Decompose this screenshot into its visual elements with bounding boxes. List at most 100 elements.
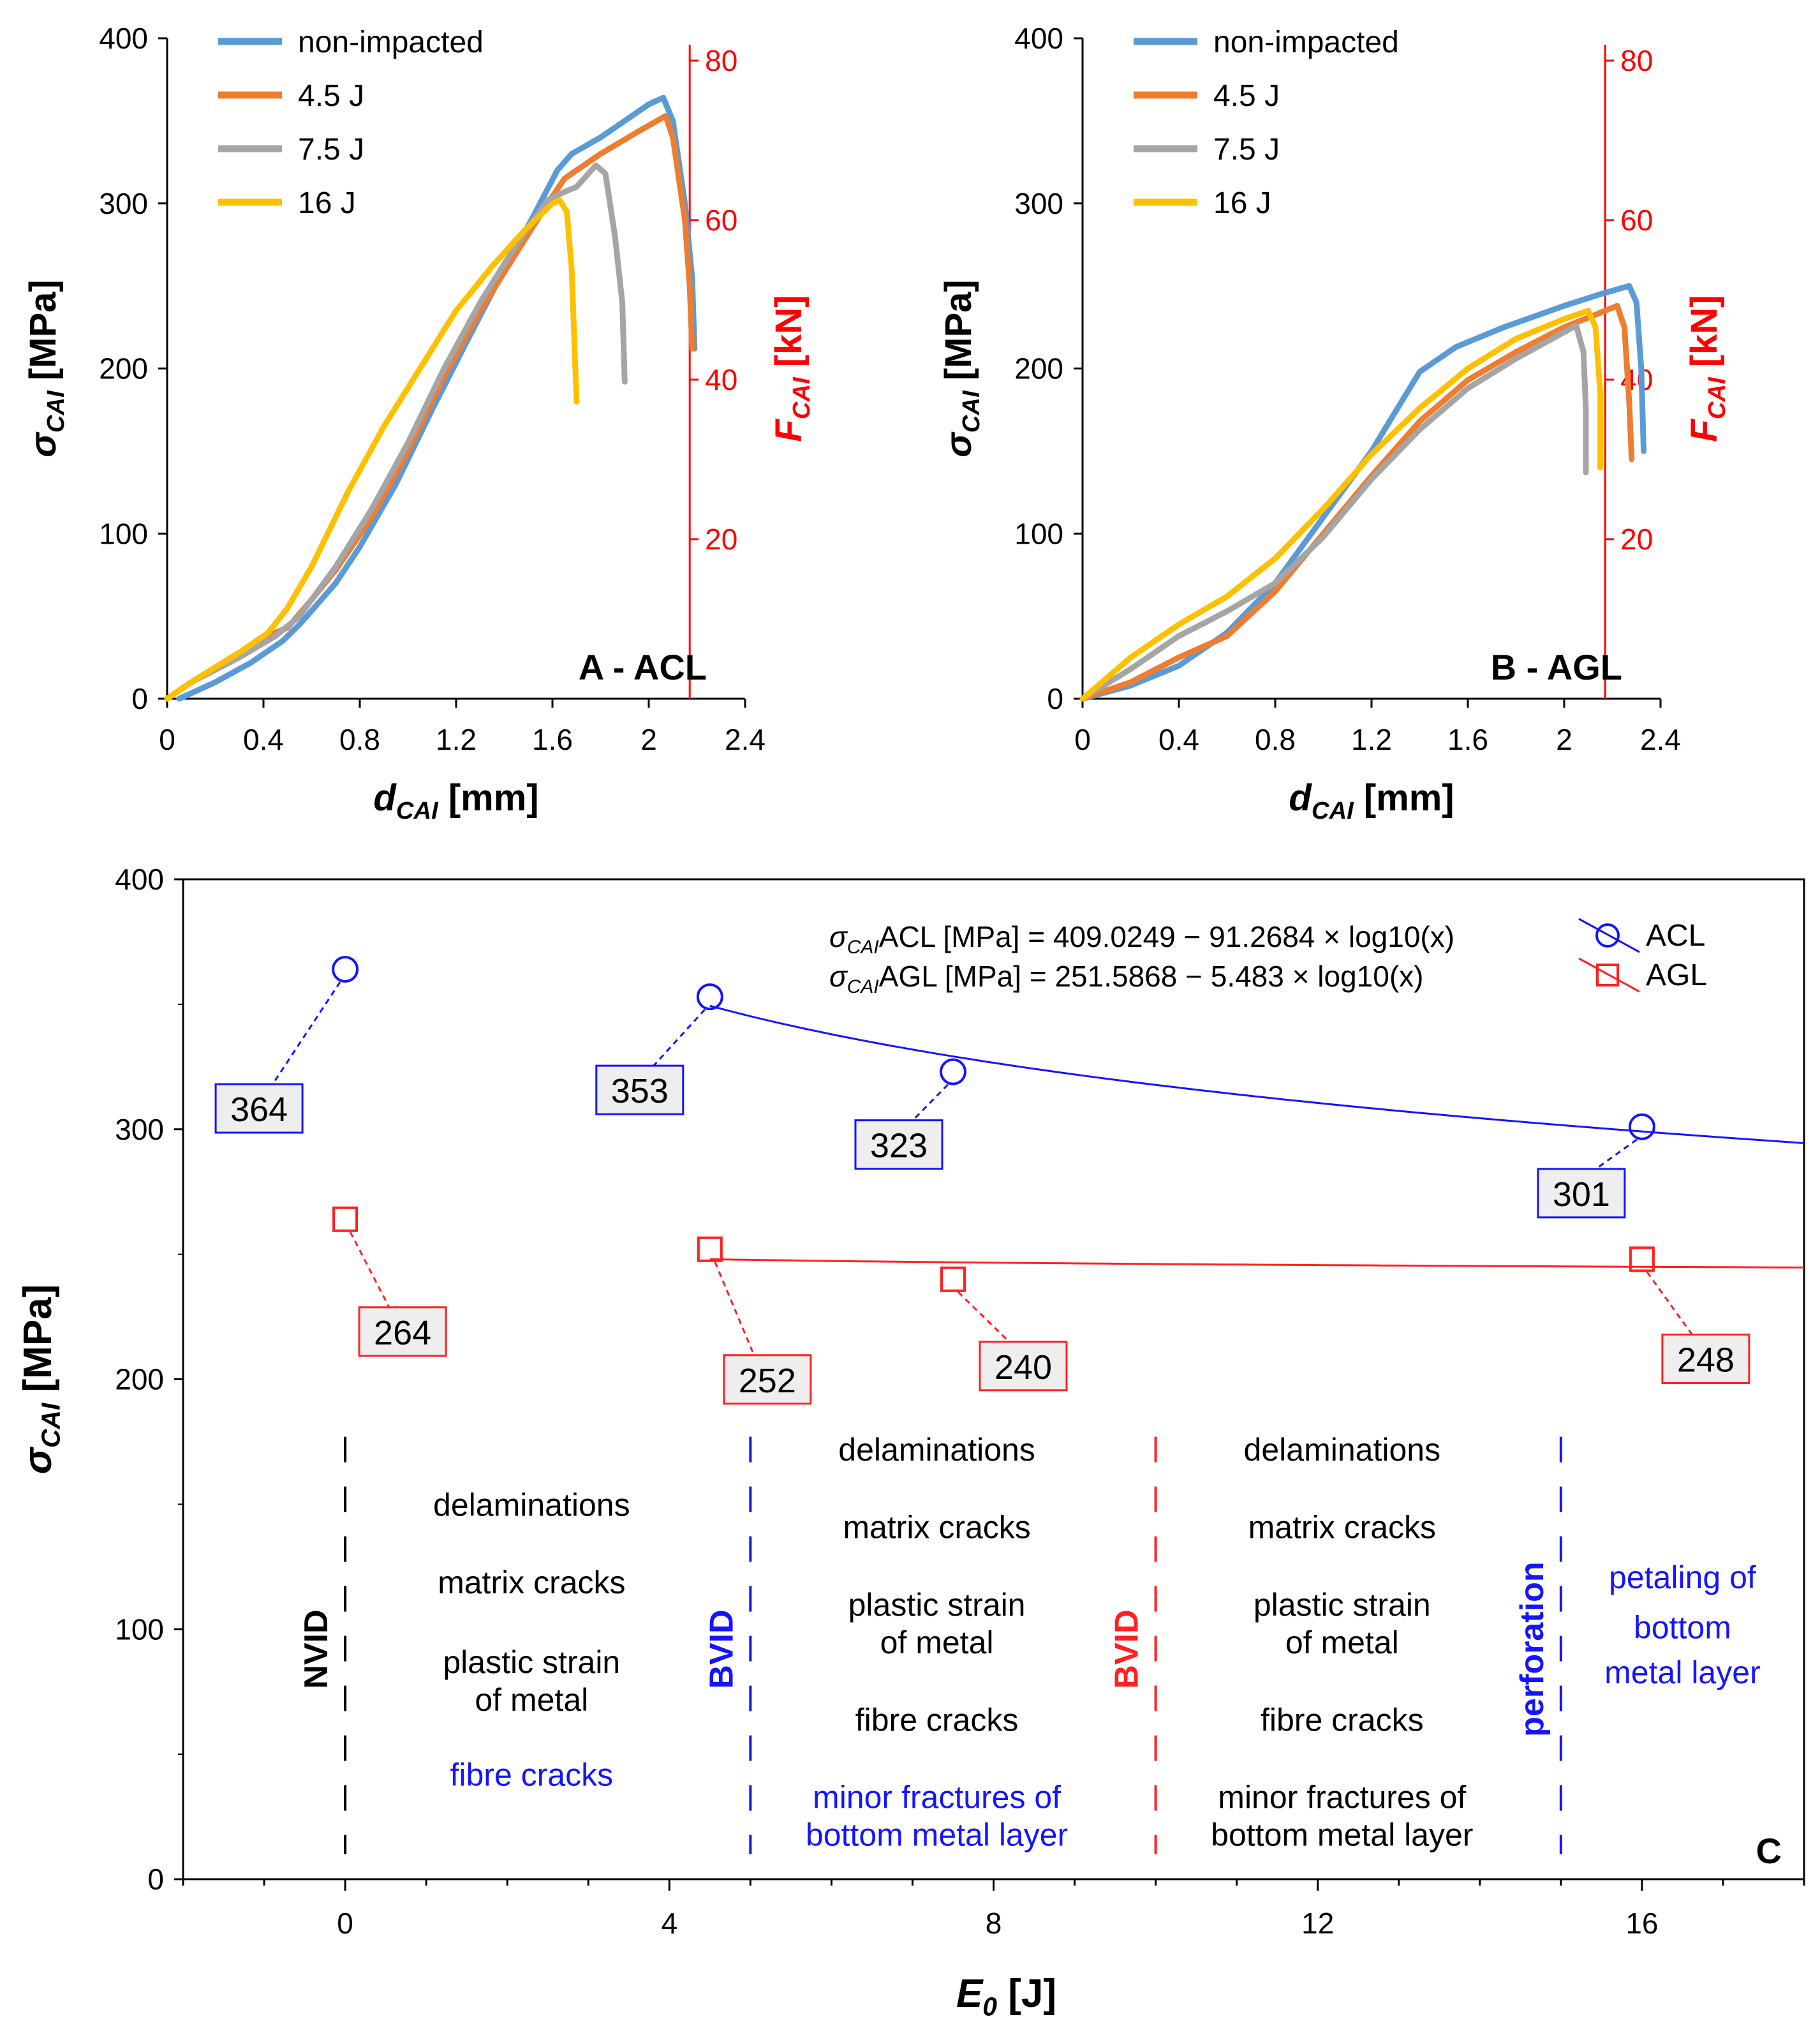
x-tick-label: 0 xyxy=(159,723,175,756)
eq-symbol: σ xyxy=(829,960,848,993)
x-tick-label: 0 xyxy=(1074,723,1091,756)
agl-point xyxy=(332,1206,359,1232)
x-tick-label: 2.4 xyxy=(1640,723,1681,756)
zone-text: of metal xyxy=(880,1625,994,1660)
eq-text: AGL [MPa] = 251.5868 − 5.483 × log10(x) xyxy=(879,960,1424,993)
label-leader xyxy=(714,1262,756,1357)
zone-text: petaling of xyxy=(1609,1560,1756,1595)
eq-subscript: CAI xyxy=(847,976,879,997)
threshold-label: BVID xyxy=(703,1609,740,1688)
y-tick-label: 200 xyxy=(115,1363,164,1396)
x-tick-label: 12 xyxy=(1301,1907,1334,1940)
agl-point xyxy=(697,1236,723,1262)
y-tick-label: 200 xyxy=(1014,352,1063,385)
legend-acl-line xyxy=(1578,918,1640,953)
x-axis-title-unit: [mm] xyxy=(1354,777,1454,819)
zone-text: delaminations xyxy=(838,1432,1035,1468)
panel-label: B - AGL xyxy=(1491,647,1622,687)
panel-label: C xyxy=(1756,1831,1782,1871)
y2-axis-title: FCAI [kN] xyxy=(1683,295,1731,442)
legend-label: 7.5 J xyxy=(298,133,364,167)
value-label-box xyxy=(723,1354,812,1405)
x-axis-title-unit: [mm] xyxy=(438,777,539,819)
zone-text: of metal xyxy=(475,1682,588,1718)
acl-point xyxy=(696,983,723,1011)
x-axis-title-subscript: 0 xyxy=(982,1992,997,2021)
x-tick-label: 1.2 xyxy=(436,723,477,756)
label-leader xyxy=(910,1083,949,1122)
y-axis-title-unit: [MPa] xyxy=(16,1284,60,1403)
y2-axis-title-symbol: F xyxy=(768,419,810,442)
legend-agl-line xyxy=(1578,957,1640,993)
zone-text: minor fractures of xyxy=(1218,1780,1466,1815)
acl-point xyxy=(1628,1113,1655,1140)
x-axis-title-symbol: d xyxy=(1289,777,1312,819)
fit-curve-acl xyxy=(709,1004,1805,1144)
label-leader xyxy=(1594,1138,1638,1172)
x-tick-label: 0.4 xyxy=(1158,723,1199,756)
y-tick-label: 400 xyxy=(99,22,148,55)
value-label-box xyxy=(1537,1168,1626,1219)
y2-tick-label: 80 xyxy=(1620,44,1653,77)
legend-label: 4.5 J xyxy=(1213,79,1280,113)
y2-tick-label: 20 xyxy=(705,523,737,556)
label-leader xyxy=(957,1291,1012,1344)
zone-text: bottom metal layer xyxy=(806,1817,1068,1852)
y-tick-label: 0 xyxy=(131,682,148,715)
y-tick-label: 400 xyxy=(115,863,164,896)
eq-text: ACL [MPa] = 409.0249 − 91.2684 × log10(x… xyxy=(879,920,1454,953)
zone-text: fibre cracks xyxy=(1261,1702,1424,1738)
zone-text: fibre cracks xyxy=(855,1702,1019,1738)
y2-tick-label: 40 xyxy=(705,363,737,396)
zone-text: fibre cracks xyxy=(450,1757,614,1792)
value-label: 252 xyxy=(739,1362,796,1400)
legend-label: 16 J xyxy=(298,186,356,220)
y2-tick-label: 80 xyxy=(705,44,737,77)
value-label-box xyxy=(595,1064,684,1115)
value-label: 364 xyxy=(230,1091,288,1129)
y2-axis-title-unit: [kN] xyxy=(768,295,810,377)
x-tick-label: 2.4 xyxy=(725,723,766,756)
y-tick-label: 100 xyxy=(99,517,148,550)
threshold-label: BVID xyxy=(1109,1609,1146,1688)
value-label-box xyxy=(214,1083,304,1134)
fit-curve-agl xyxy=(709,1258,1805,1269)
acl-point xyxy=(332,956,359,983)
legend-label: 7.5 J xyxy=(1213,133,1280,167)
series-line-4-5-j xyxy=(1079,302,1635,702)
y-axis-title-subscript: CAI xyxy=(42,390,70,433)
label-leader xyxy=(270,981,341,1086)
x-tick-label: 0 xyxy=(337,1907,353,1940)
value-label: 240 xyxy=(995,1348,1052,1387)
panel-a: 0 100 200 300 400 0 0.4 0.8 1.2 1.6 2 2.4 20 40 60 80 no… xyxy=(22,22,815,824)
zone-text: matrix cracks xyxy=(438,1565,625,1600)
legend-agl-marker xyxy=(1596,964,1619,986)
value-label-box xyxy=(1661,1333,1750,1384)
y2-tick-label: 60 xyxy=(1620,204,1653,237)
agl-point xyxy=(1629,1246,1655,1272)
series-line-7-5-j xyxy=(1079,322,1589,702)
y-tick-label: 300 xyxy=(1014,187,1063,220)
y2-axis-title-unit: [kN] xyxy=(1683,295,1725,377)
x-tick-label: 2 xyxy=(640,723,657,756)
x-tick-label: 0.4 xyxy=(243,723,284,756)
eq-subscript: CAI xyxy=(847,937,879,958)
x-axis-title-symbol: E xyxy=(956,1972,984,2016)
y-axis-title-subscript: CAI xyxy=(958,390,985,433)
y-axis-title-symbol: σ xyxy=(16,1446,60,1474)
x-axis-title: dCAI [mm] xyxy=(1289,777,1454,824)
x-axis-title-subscript: CAI xyxy=(1312,797,1354,824)
zone-text: delaminations xyxy=(1244,1432,1441,1468)
zone-text: bottom xyxy=(1634,1609,1731,1645)
x-tick-label: 1.6 xyxy=(532,723,573,756)
value-label-box xyxy=(979,1341,1068,1392)
zone-text: plastic strain xyxy=(1254,1587,1431,1623)
y2-axis-title-subscript: CAI xyxy=(1703,376,1731,419)
series-line-16-j xyxy=(164,197,580,702)
y2-axis-title-subscript: CAI xyxy=(788,376,815,419)
legend-label: 4.5 J xyxy=(298,79,364,113)
panel-c: 0 100 200 300 400 0 4 8 12 16 NVID BVID BVID perforat… xyxy=(16,863,1805,2021)
y2-axis-title-symbol: F xyxy=(1683,419,1725,442)
agl-point xyxy=(940,1266,966,1292)
